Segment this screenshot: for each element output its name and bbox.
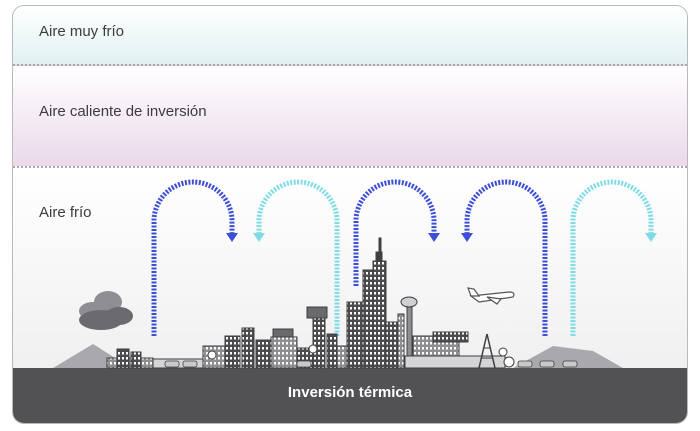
airplane-icon — [467, 287, 515, 305]
city-skyline — [106, 237, 515, 369]
circulation-arrow-2 — [256, 179, 340, 336]
thermal-inversion-label: Inversión térmica — [287, 384, 413, 401]
cold-air-label: Aire frío — [39, 204, 92, 221]
arrowhead-3 — [428, 233, 440, 242]
warm-inversion-layer — [13, 64, 687, 168]
diagram-frame: Aire muy frío Aire caliente de inversión… — [12, 5, 688, 424]
circulation-arrow-3 — [353, 179, 437, 286]
city-illustration — [53, 179, 657, 369]
arrowhead-2 — [253, 233, 265, 242]
very-cold-air-layer — [13, 6, 687, 64]
warm-inversion-air-label: Aire caliente de inversión — [39, 103, 207, 120]
arrowhead-1 — [226, 233, 238, 242]
circulation-arrow-5 — [570, 179, 654, 336]
circulation-arrow-4 — [464, 179, 548, 336]
smog-cloud-icon — [79, 291, 133, 330]
cars — [164, 360, 578, 368]
circulation-arrow-1 — [151, 179, 235, 336]
arrowhead-4 — [461, 233, 473, 242]
arrowhead-5 — [645, 233, 657, 242]
very-cold-air-label: Aire muy frío — [39, 23, 125, 40]
ground-bar — [13, 368, 687, 423]
